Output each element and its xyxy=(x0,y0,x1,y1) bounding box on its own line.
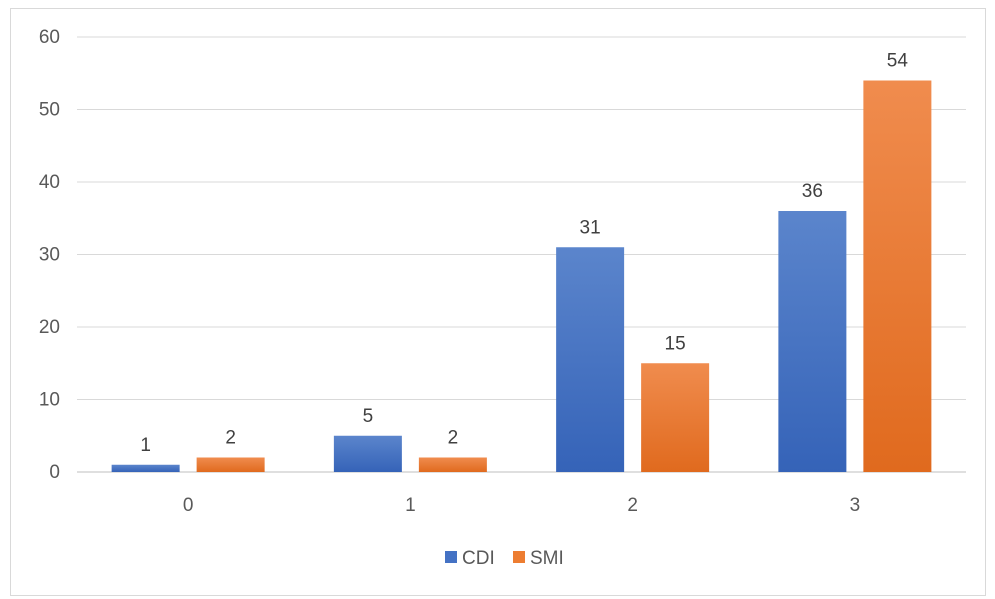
bar-smi-1[interactable] xyxy=(418,457,487,473)
bar-cdi-1[interactable] xyxy=(333,435,402,472)
legend-label-cdi: CDI xyxy=(462,548,495,569)
y-axis: 0 10 20 30 40 50 60 xyxy=(39,27,60,483)
y-tick-label: 0 xyxy=(49,462,60,483)
legend-label-smi: SMI xyxy=(530,548,564,569)
data-label-cdi-0: 1 xyxy=(140,435,151,456)
bar-smi-2[interactable] xyxy=(641,363,710,472)
x-tick-label: 3 xyxy=(850,495,861,516)
data-label-cdi-3: 36 xyxy=(802,181,823,202)
legend-swatch-smi xyxy=(513,551,525,563)
x-tick-label: 2 xyxy=(627,495,638,516)
x-axis: 0 1 2 3 xyxy=(183,495,860,516)
bar-cdi-0[interactable] xyxy=(111,464,180,472)
data-label-cdi-1: 5 xyxy=(363,406,374,427)
legend-swatch-cdi xyxy=(445,551,457,563)
data-label-smi-0: 2 xyxy=(225,428,236,449)
bars xyxy=(111,80,932,473)
bar-smi-3[interactable] xyxy=(863,80,932,473)
bar-smi-0[interactable] xyxy=(196,457,265,473)
y-tick-label: 20 xyxy=(39,317,60,338)
y-tick-label: 30 xyxy=(39,245,60,266)
y-tick-label: 40 xyxy=(39,172,60,193)
data-label-smi-3: 54 xyxy=(887,51,909,72)
bar-cdi-3[interactable] xyxy=(778,211,847,472)
data-label-smi-2: 15 xyxy=(665,333,686,354)
data-labels: 1 2 5 2 31 15 36 54 xyxy=(140,51,908,456)
x-tick-label: 0 xyxy=(183,495,194,516)
data-label-smi-1: 2 xyxy=(448,428,459,449)
data-label-cdi-2: 31 xyxy=(580,217,601,238)
x-tick-label: 1 xyxy=(405,495,416,516)
y-tick-label: 60 xyxy=(39,27,60,48)
y-tick-label: 50 xyxy=(39,100,60,121)
legend: CDI SMI xyxy=(445,548,564,569)
bar-cdi-2[interactable] xyxy=(556,247,625,472)
y-tick-label: 10 xyxy=(39,390,60,411)
